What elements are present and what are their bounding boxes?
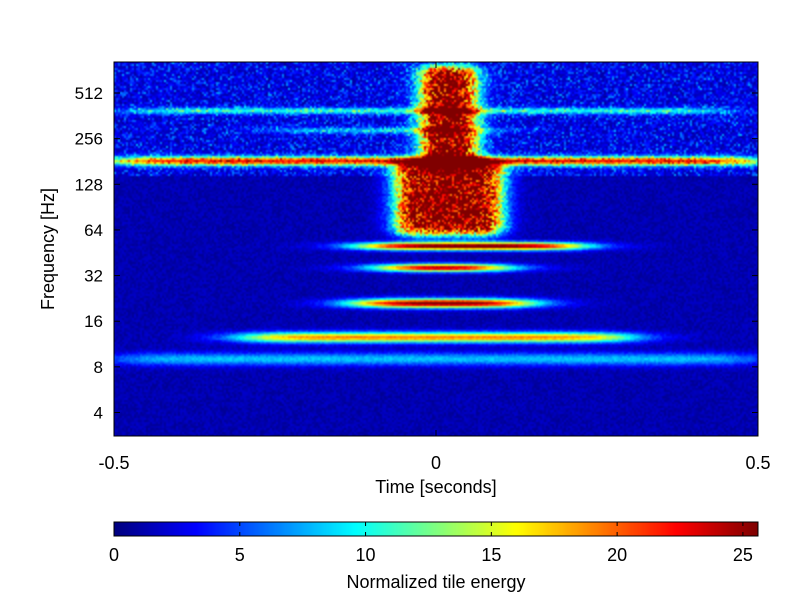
colorbar-tick-label: 20 <box>607 545 627 565</box>
colorbar-tick-label: 15 <box>481 545 501 565</box>
colorbar-gradient <box>114 522 758 536</box>
x-tick-label: 0 <box>431 453 441 473</box>
x-tick-label: 0.5 <box>745 453 770 473</box>
colorbar-frame <box>113 521 759 537</box>
colorbar-tick-label: 0 <box>109 545 119 565</box>
colorbar-tick-label: 25 <box>733 545 753 565</box>
y-tick-label: 128 <box>75 175 103 194</box>
y-tick-label: 4 <box>94 404 103 423</box>
y-tick-label: 512 <box>75 84 103 103</box>
y-tick-label: 64 <box>84 221 103 240</box>
colorbar-ticks: 0 5 10 15 20 25 <box>109 522 753 565</box>
y-axis-label: Frequency [Hz] <box>38 188 58 310</box>
colorbar: 0 5 10 15 20 25 <box>109 521 759 565</box>
plot-area <box>113 61 759 437</box>
x-axis: -0.5 0 0.5 <box>98 62 771 473</box>
y-tick-label: 8 <box>94 358 103 377</box>
y-tick-label: 256 <box>75 130 103 149</box>
y-tick-label: 32 <box>84 267 103 286</box>
x-axis-label: Time [seconds] <box>375 477 496 497</box>
x-tick-label: -0.5 <box>98 453 129 473</box>
colorbar-tick-label: 10 <box>356 545 376 565</box>
colorbar-label: Normalized tile energy <box>346 572 525 592</box>
y-axis: 4 8 16 32 64 128 256 512 <box>75 84 758 423</box>
y-tick-label: 16 <box>84 312 103 331</box>
colorbar-tick-label: 5 <box>235 545 245 565</box>
heatmap-image <box>114 62 758 436</box>
